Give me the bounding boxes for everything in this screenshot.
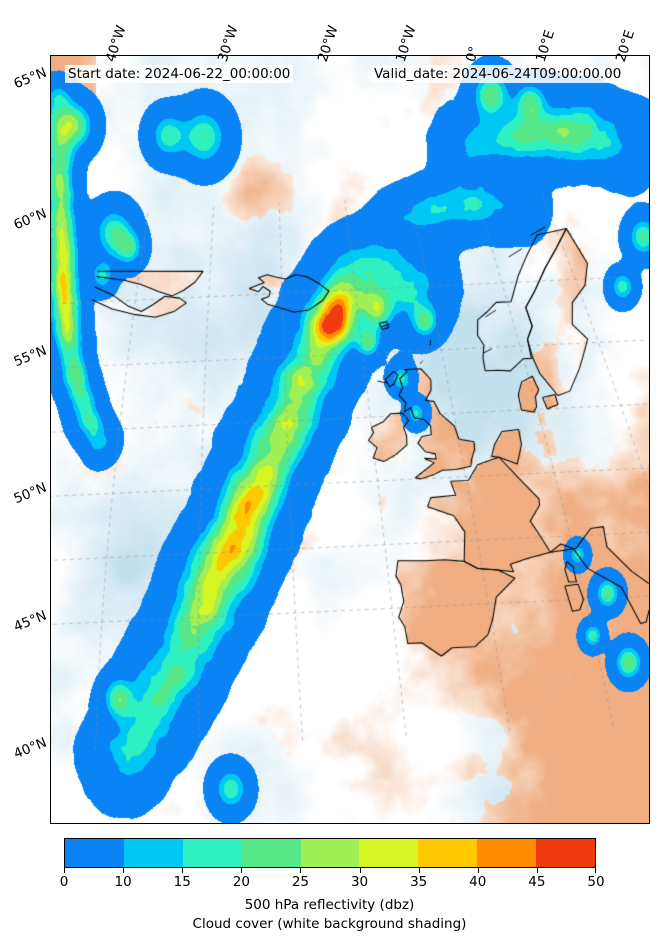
colorbar-tick-5 — [359, 868, 361, 873]
map-canvas[interactable] — [51, 56, 649, 823]
colorbar-tick-3 — [241, 868, 243, 873]
colorbar-tick-label-6: 35 — [410, 874, 428, 890]
colorbar-tick-9 — [595, 868, 596, 873]
colorbar-gradient — [64, 838, 596, 868]
colorbar-segment-2 — [182, 839, 242, 867]
colorbar-segment-0 — [65, 839, 124, 867]
figure-caption: 500 hPa reflectivity (dbz) Cloud cover (… — [0, 896, 659, 934]
colorbar-segment-1 — [123, 839, 183, 867]
lat-label-2: 55°N — [11, 342, 49, 371]
start-date-annotation: Start date: 2024-06-22_00:00:00 — [65, 65, 294, 83]
colorbar-tick-6 — [418, 868, 420, 873]
colorbar-tick-4 — [300, 868, 302, 873]
colorbar-ticks — [64, 868, 596, 874]
colorbar-tick-label-0: 0 — [59, 874, 69, 890]
lat-label-0: 65°N — [11, 64, 49, 93]
colorbar-tick-label-4: 25 — [291, 874, 310, 890]
colorbar-tick-0 — [64, 868, 65, 873]
colorbar-tick-2 — [182, 868, 184, 873]
colorbar-tick-label-3: 20 — [232, 874, 250, 890]
caption-line-1: 500 hPa reflectivity (dbz) — [244, 897, 415, 913]
colorbar-tick-label-7: 40 — [469, 874, 487, 890]
colorbar-segment-3 — [241, 839, 301, 867]
colorbar-tick-label-8: 45 — [528, 874, 546, 890]
lat-label-4: 45°N — [11, 607, 49, 636]
colorbar-segment-6 — [418, 839, 478, 867]
lat-label-1: 60°N — [11, 205, 49, 234]
lat-label-5: 40°N — [11, 734, 49, 763]
colorbar-tick-label-5: 30 — [350, 874, 369, 890]
colorbar-segment-7 — [477, 839, 537, 867]
colorbar-segment-5 — [359, 839, 419, 867]
caption-line-2: Cloud cover (white background shading) — [192, 916, 467, 932]
map-frame[interactable]: Start date: 2024-06-22_00:00:00 Valid_da… — [50, 55, 650, 824]
colorbar-segment-8 — [536, 839, 596, 867]
colorbar — [64, 838, 596, 868]
colorbar-tick-7 — [477, 868, 479, 873]
colorbar-segment-4 — [300, 839, 360, 867]
colorbar-tick-label-2: 15 — [173, 874, 191, 890]
colorbar-tick-labels: 0 10 15 20 25 30 35 40 45 50 — [0, 874, 659, 892]
colorbar-tick-label-9: 50 — [587, 874, 605, 890]
colorbar-tick-8 — [536, 868, 538, 873]
colorbar-tick-1 — [123, 868, 125, 873]
lat-label-3: 50°N — [11, 479, 49, 508]
valid-date-annotation: Valid_date: 2024-06-24T09:00:00.00 — [371, 65, 625, 83]
colorbar-tick-label-1: 10 — [114, 874, 132, 890]
